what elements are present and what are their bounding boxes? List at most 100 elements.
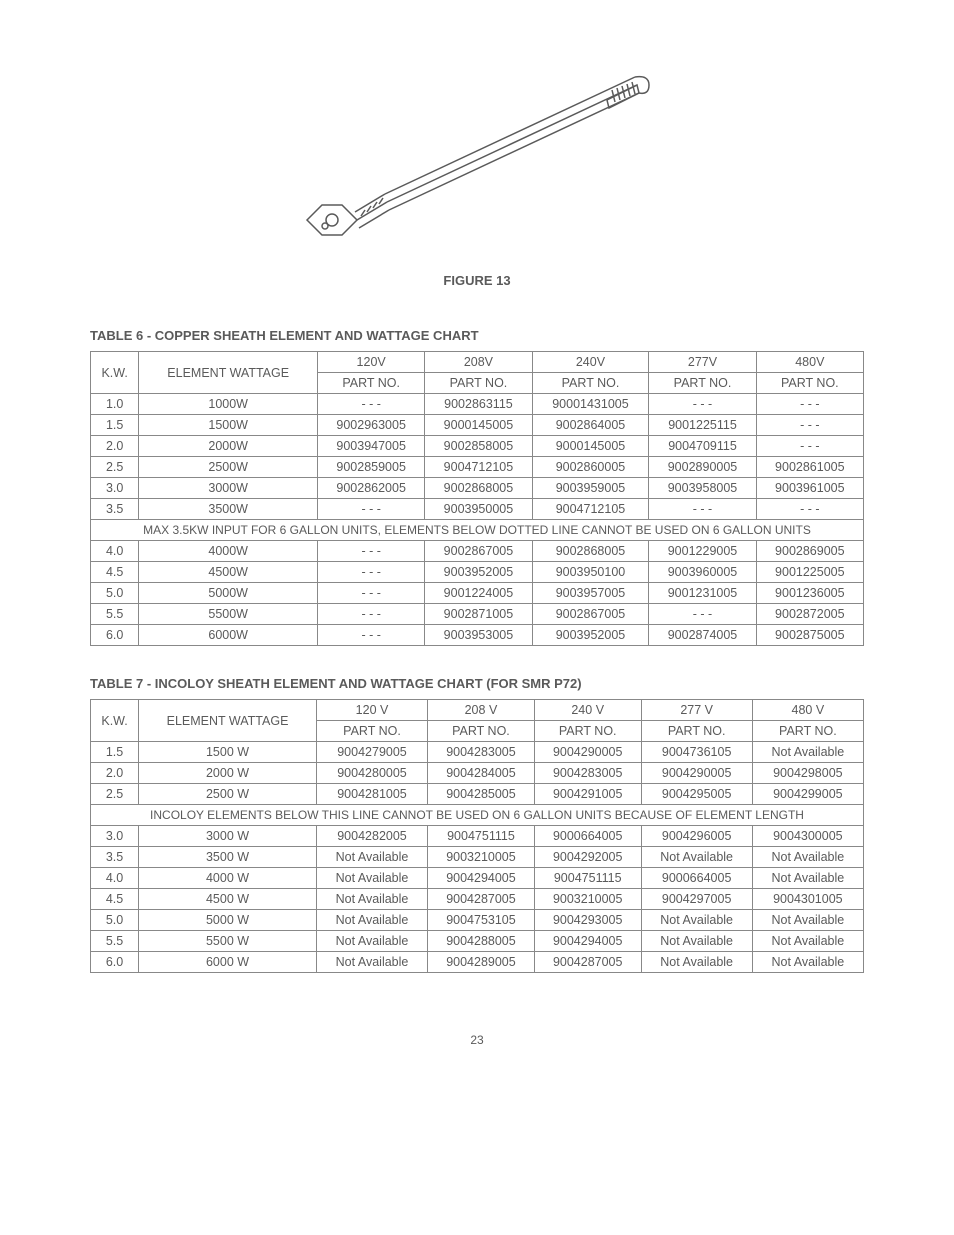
cell-partno: Not Available xyxy=(752,910,863,931)
table-row: 2.02000W90039470059002858005900014500590… xyxy=(91,436,864,457)
cell-partno: 9004292005 xyxy=(534,847,641,868)
cell-partno: 9002864005 xyxy=(532,415,649,436)
cell-partno: 9004287005 xyxy=(428,889,535,910)
cell-partno: 9003950100 xyxy=(532,562,649,583)
cell-kw: 1.0 xyxy=(91,394,139,415)
cell-partno: - - - xyxy=(318,499,425,520)
cell-partno: - - - xyxy=(318,583,425,604)
col-partno: PART NO. xyxy=(534,721,641,742)
cell-partno: - - - xyxy=(756,499,863,520)
cell-partno: 9003947005 xyxy=(318,436,425,457)
col-partno: PART NO. xyxy=(428,721,535,742)
cell-partno: - - - xyxy=(318,625,425,646)
cell-partno: 9004285005 xyxy=(428,784,535,805)
cell-wattage: 6000 W xyxy=(139,952,317,973)
cell-partno: 9003953005 xyxy=(425,625,532,646)
cell-partno: 9001229005 xyxy=(649,541,756,562)
cell-wattage: 6000W xyxy=(139,625,318,646)
cell-partno: 9004281005 xyxy=(316,784,427,805)
table-row: 2.02000 W9004280005900428400590042830059… xyxy=(91,763,864,784)
cell-wattage: 2500 W xyxy=(139,784,317,805)
cell-partno: 9004294005 xyxy=(428,868,535,889)
cell-partno: 9004279005 xyxy=(316,742,427,763)
cell-partno: 9003210005 xyxy=(534,889,641,910)
cell-partno: 9003957005 xyxy=(532,583,649,604)
table-row: 6.06000 WNot Available900428900590042870… xyxy=(91,952,864,973)
cell-kw: 6.0 xyxy=(91,625,139,646)
cell-kw: 2.5 xyxy=(91,784,139,805)
cell-kw: 6.0 xyxy=(91,952,139,973)
col-voltage: 120 V xyxy=(316,700,427,721)
cell-partno: 9000145005 xyxy=(425,415,532,436)
cell-partno: 9004753105 xyxy=(428,910,535,931)
cell-partno: Not Available xyxy=(752,868,863,889)
col-partno: PART NO. xyxy=(318,373,425,394)
cell-partno: 9002858005 xyxy=(425,436,532,457)
table-row: 3.03000W90028620059002868005900395900590… xyxy=(91,478,864,499)
cell-partno: 9000664005 xyxy=(641,868,752,889)
col-partno: PART NO. xyxy=(425,373,532,394)
cell-partno: 9004299005 xyxy=(752,784,863,805)
cell-partno: 9004751115 xyxy=(428,826,535,847)
cell-partno: 9003952005 xyxy=(425,562,532,583)
table-row: 6.06000W- - -900395300590039520059002874… xyxy=(91,625,864,646)
cell-partno: 9004288005 xyxy=(428,931,535,952)
cell-wattage: 2500W xyxy=(139,457,318,478)
cell-partno: Not Available xyxy=(641,910,752,931)
cell-partno: - - - xyxy=(318,394,425,415)
cell-wattage: 5500 W xyxy=(139,931,317,952)
cell-partno: 9000664005 xyxy=(534,826,641,847)
cell-wattage: 3500 W xyxy=(139,847,317,868)
col-voltage: 480V xyxy=(756,352,863,373)
cell-partno: 9001236005 xyxy=(756,583,863,604)
cell-partno: 9002861005 xyxy=(756,457,863,478)
cell-wattage: 5500W xyxy=(139,604,318,625)
cell-partno: Not Available xyxy=(752,847,863,868)
cell-partno: 9004300005 xyxy=(752,826,863,847)
cell-partno: Not Available xyxy=(752,931,863,952)
col-kw: K.W. xyxy=(91,352,139,394)
cell-partno: Not Available xyxy=(752,742,863,763)
cell-partno: 9004290005 xyxy=(534,742,641,763)
cell-wattage: 1000W xyxy=(139,394,318,415)
cell-partno: 9000145005 xyxy=(532,436,649,457)
table-row: 4.04000W- - -900286700590028680059001229… xyxy=(91,541,864,562)
cell-wattage: 4500W xyxy=(139,562,318,583)
cell-partno: 9002867005 xyxy=(425,541,532,562)
cell-partno: 9004293005 xyxy=(534,910,641,931)
cell-partno: 9002875005 xyxy=(756,625,863,646)
cell-kw: 2.0 xyxy=(91,763,139,784)
cell-partno: 9004283005 xyxy=(534,763,641,784)
cell-kw: 2.0 xyxy=(91,436,139,457)
col-voltage: 277V xyxy=(649,352,756,373)
cell-partno: 9004296005 xyxy=(641,826,752,847)
table6-title: TABLE 6 - COPPER SHEATH ELEMENT AND WATT… xyxy=(90,328,864,343)
col-partno: PART NO. xyxy=(756,373,863,394)
cell-partno: 9003961005 xyxy=(756,478,863,499)
cell-partno: Not Available xyxy=(316,889,427,910)
cell-partno: 9004284005 xyxy=(428,763,535,784)
cell-partno: Not Available xyxy=(316,847,427,868)
cell-partno: 9004751115 xyxy=(534,868,641,889)
cell-partno: - - - xyxy=(649,499,756,520)
col-voltage: 120V xyxy=(318,352,425,373)
cell-partno: 9003958005 xyxy=(649,478,756,499)
cell-wattage: 4000W xyxy=(139,541,318,562)
cell-partno: 9004712105 xyxy=(425,457,532,478)
col-voltage: 208V xyxy=(425,352,532,373)
cell-partno: Not Available xyxy=(316,868,427,889)
col-voltage: 480 V xyxy=(752,700,863,721)
cell-partno: Not Available xyxy=(641,931,752,952)
cell-partno: Not Available xyxy=(316,952,427,973)
cell-partno: 9002890005 xyxy=(649,457,756,478)
cell-wattage: 5000 W xyxy=(139,910,317,931)
cell-partno: - - - xyxy=(318,541,425,562)
cell-kw: 2.5 xyxy=(91,457,139,478)
cell-partno: 9004294005 xyxy=(534,931,641,952)
table-row: 3.53500 WNot Available900321000590042920… xyxy=(91,847,864,868)
cell-partno: 9001225005 xyxy=(756,562,863,583)
cell-wattage: 2000W xyxy=(139,436,318,457)
cell-partno: - - - xyxy=(756,415,863,436)
figure-caption: FIGURE 13 xyxy=(90,273,864,288)
cell-kw: 1.5 xyxy=(91,742,139,763)
